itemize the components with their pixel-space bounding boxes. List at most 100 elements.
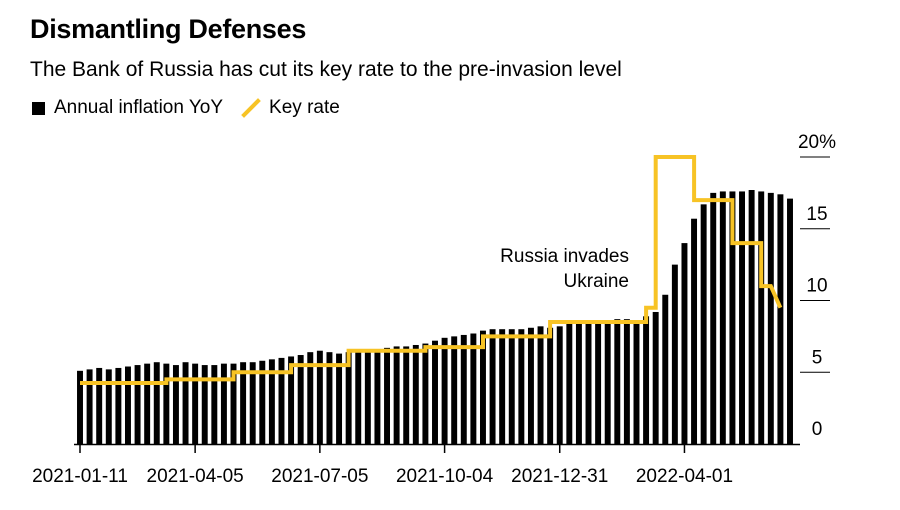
- inflation-bar: [153, 362, 160, 444]
- inflation-bar: [268, 359, 275, 444]
- inflation-bar: [585, 322, 592, 444]
- inflation-bar: [739, 191, 746, 444]
- inflation-bar: [124, 366, 131, 444]
- inflation-bar: [345, 352, 352, 444]
- inflation-bar: [240, 362, 247, 444]
- inflation-bar: [230, 363, 237, 444]
- inflation-bar: [767, 192, 774, 444]
- inflation-bar: [115, 367, 122, 444]
- inflation-bar: [192, 363, 199, 444]
- inflation-bar: [470, 333, 477, 444]
- legend-label-inflation: Annual inflation YoY: [54, 97, 224, 118]
- inflation-bar: [364, 350, 371, 444]
- inflation-bar: [595, 320, 602, 444]
- inflation-bar: [374, 349, 381, 444]
- inflation-bar: [307, 352, 314, 444]
- y-tick-label-15: 15: [806, 204, 827, 225]
- inflation-bars: [77, 190, 793, 444]
- inflation-bar: [278, 357, 285, 444]
- y-axis-labels: 20% 15 10 5 0: [798, 132, 836, 440]
- inflation-bar: [479, 330, 486, 444]
- inflation-bar: [508, 329, 515, 444]
- inflation-bar: [671, 264, 678, 444]
- inflation-bar: [556, 326, 563, 444]
- y-tick-label-10: 10: [806, 276, 827, 297]
- key-rate-line: [80, 155, 783, 385]
- inflation-bar: [643, 316, 650, 444]
- x-tick-label: 2021-01-11: [32, 466, 128, 487]
- inflation-bar: [86, 369, 93, 444]
- chart-legend: Annual inflation YoY Key rate: [32, 96, 358, 120]
- inflation-bar: [105, 369, 112, 444]
- inflation-bar: [460, 334, 467, 444]
- inflation-bar: [547, 327, 554, 444]
- inflation-bar: [163, 363, 170, 444]
- legend-item-inflation: Annual inflation YoY: [32, 97, 223, 119]
- inflation-bar: [259, 360, 266, 444]
- inflation-bar: [403, 346, 410, 444]
- inflation-bar: [662, 294, 669, 444]
- legend-line-swatch: [241, 98, 261, 118]
- inflation-bar: [489, 329, 496, 444]
- inflation-bar: [77, 370, 83, 444]
- inflation-bar: [575, 323, 582, 444]
- inflation-bar: [691, 218, 698, 444]
- inflation-bar: [777, 194, 784, 444]
- inflation-bar: [134, 365, 141, 444]
- inflation-bar: [249, 362, 256, 444]
- x-tick-label: 2021-10-04: [396, 466, 494, 487]
- inflation-bar: [144, 363, 151, 444]
- inflation-bar: [172, 365, 179, 444]
- inflation-bar: [787, 198, 793, 444]
- x-tick-label: 2021-12-31: [511, 466, 608, 487]
- inflation-bar: [623, 319, 630, 444]
- inflation-bar: [326, 352, 333, 444]
- inflation-bar: [614, 319, 621, 444]
- inflation-bar: [393, 346, 400, 444]
- inflation-bar: [355, 350, 362, 444]
- inflation-bar: [422, 343, 429, 444]
- inflation-bar: [537, 326, 544, 444]
- inflation-bar: [729, 191, 736, 444]
- inflation-bar: [451, 336, 458, 444]
- inflation-bar: [633, 320, 640, 444]
- y-tick-label-20: 20%: [798, 132, 836, 153]
- annotations: Russia invades Ukraine: [500, 246, 629, 292]
- inflation-bar: [182, 362, 189, 444]
- x-tick-label: 2021-07-05: [271, 466, 368, 487]
- inflation-bar: [220, 363, 227, 444]
- inflation-bar: [566, 323, 573, 444]
- x-axis: 2021-01-11 2021-04-05 2021-07-05 2021-10-04…: [32, 443, 800, 487]
- key-rate-line-group: [80, 155, 783, 385]
- inflation-bar: [719, 191, 726, 444]
- inflation-bar: [412, 344, 419, 444]
- inflation-bar: [288, 356, 295, 444]
- inflation-bar: [748, 190, 755, 444]
- y-tick-label-0: 0: [812, 419, 823, 440]
- legend-item-key-rate: Key rate: [241, 97, 340, 119]
- inflation-bar: [604, 320, 611, 444]
- annotation-line-1: Russia invades: [500, 246, 629, 267]
- inflation-bar: [710, 192, 717, 444]
- legend-bar-swatch: [32, 101, 45, 115]
- inflation-bar: [201, 365, 208, 444]
- inflation-bar: [316, 350, 323, 444]
- inflation-bar: [758, 191, 765, 444]
- inflation-bar: [681, 243, 688, 444]
- x-tick-label: 2022-04-01: [636, 466, 733, 487]
- inflation-bar: [518, 329, 525, 444]
- chart-subtitle: The Bank of Russia has cut its key rate …: [30, 58, 622, 81]
- inflation-bar: [211, 365, 218, 444]
- inflation-bar: [297, 355, 304, 444]
- inflation-bar: [96, 367, 103, 444]
- annotation-line-2: Ukraine: [564, 271, 629, 292]
- x-tick-label: 2021-04-05: [147, 466, 244, 487]
- inflation-bar: [336, 353, 343, 444]
- inflation-bar: [527, 327, 534, 444]
- inflation-bar: [384, 347, 391, 444]
- y-tick-label-5: 5: [812, 347, 823, 368]
- legend-label-key-rate: Key rate: [269, 97, 340, 118]
- inflation-bar: [441, 337, 448, 444]
- y-gridlines: [800, 156, 830, 373]
